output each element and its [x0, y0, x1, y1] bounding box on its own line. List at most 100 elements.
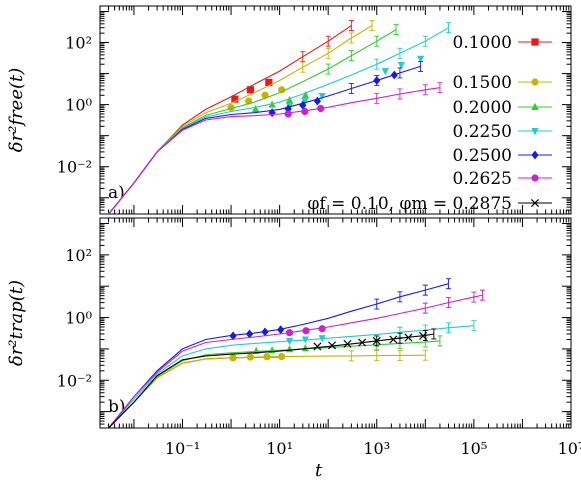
- series-line-0.1500: [108, 25, 373, 214]
- y-tick-label: 10⁻²: [57, 158, 92, 177]
- data-point-0.2625: [301, 107, 309, 116]
- data-point-0.2250: [318, 92, 326, 101]
- error-bar: [397, 88, 403, 100]
- error-bar: [445, 22, 451, 34]
- data-point-0.2625: [302, 327, 310, 335]
- error-bar: [397, 67, 403, 79]
- error-bar: [348, 32, 354, 44]
- panel-label: a): [108, 183, 125, 203]
- error-bar: [437, 82, 443, 94]
- y-axis-label: δr²trap(t): [6, 280, 27, 366]
- error-bar: [397, 47, 403, 59]
- data-point-0.1500: [229, 354, 237, 362]
- legend-label: 0.2000: [453, 98, 512, 118]
- error-bar: [393, 24, 399, 36]
- error-bar: [300, 51, 306, 63]
- legend-label: 0.2250: [453, 122, 512, 142]
- data-point-0.2875: [372, 336, 381, 345]
- data-point-0.2250: [301, 98, 309, 106]
- data-point-0.1500: [246, 353, 254, 361]
- x-tick-label: 10⁵: [460, 439, 487, 458]
- legend-label: 0.1500: [453, 73, 512, 93]
- error-bar: [422, 349, 428, 361]
- series-line-0.2625: [108, 87, 440, 214]
- error-bar: [418, 60, 424, 72]
- error-bar: [325, 47, 331, 59]
- error-bar: [348, 350, 354, 362]
- x-tick-label: 10¹: [266, 439, 293, 458]
- series-line-0.2625: [108, 294, 483, 428]
- x-tick-label: 10⁷: [558, 439, 581, 458]
- legend-marker: [531, 150, 539, 160]
- legend-marker: [531, 174, 539, 182]
- data-point-0.2500: [299, 100, 307, 110]
- data-point-0.2625: [284, 110, 292, 118]
- series-line-0.1000: [108, 356, 280, 428]
- legend: 0.1000 0.1500 0.2000 0.2250 0.2500 0.2625 φf =…: [308, 33, 552, 214]
- data-point-0.2625: [317, 104, 325, 113]
- error-bar: [325, 35, 331, 47]
- error-bar: [422, 35, 428, 47]
- data-point-0.1000: [246, 86, 254, 94]
- data-point-0.2875: [328, 341, 337, 350]
- data-point-0.2500: [229, 331, 237, 341]
- series-line-0.1000: [108, 25, 352, 214]
- data-point-0.2000: [301, 344, 310, 352]
- error-bar: [300, 61, 306, 73]
- data-point-0.2625: [285, 329, 294, 337]
- error-bar: [422, 302, 428, 314]
- data-point-0.1000: [231, 95, 239, 103]
- error-bar: [397, 291, 403, 303]
- error-bar: [479, 289, 485, 301]
- error-bar: [374, 58, 380, 70]
- x-tick-label: 10³: [363, 439, 390, 458]
- error-bar: [369, 20, 375, 32]
- data-point-0.2250: [285, 337, 294, 346]
- data-point-0.2500: [277, 325, 285, 335]
- y-tick-label: 10⁻²: [57, 371, 92, 390]
- data-point-0.2250: [417, 55, 425, 63]
- series-line-0.2250: [108, 27, 449, 214]
- error-bar: [422, 284, 428, 296]
- data-point-0.2000: [251, 104, 260, 113]
- legend-label: 0.2625: [453, 169, 512, 189]
- data-point-0.2250: [301, 336, 310, 344]
- error-bar: [445, 278, 451, 290]
- data-point-0.1500: [263, 353, 271, 361]
- x-axis-label: t: [315, 460, 323, 480]
- panel-a: 10⁻² 10⁰ 10² δr²free(t) a): [6, 5, 572, 215]
- data-point-0.2500: [390, 70, 398, 80]
- y-tick-label: 10²: [65, 246, 92, 265]
- data-point-0.2500: [313, 96, 322, 106]
- data-point-0.1500: [278, 352, 286, 361]
- error-bar: [431, 328, 437, 340]
- plot-frame: [99, 217, 572, 429]
- error-bar: [471, 291, 477, 303]
- legend-label: φf = 0.10, φm = 0.2875: [308, 194, 512, 214]
- data-point-0.2500: [373, 76, 381, 85]
- data-point-0.1000: [265, 78, 273, 86]
- series-line-0.2000: [108, 340, 440, 428]
- error-bar: [348, 50, 354, 62]
- legend-marker: [531, 102, 539, 110]
- data-point-0.2000: [285, 95, 294, 104]
- data-point-0.2875: [389, 335, 398, 344]
- series-line-0.2000: [108, 29, 397, 214]
- data-point-0.2500: [245, 329, 254, 339]
- error-bar: [445, 297, 451, 309]
- error-bar: [374, 298, 380, 310]
- data-point-0.2250: [318, 335, 326, 343]
- legend-marker: [531, 78, 539, 86]
- error-bar: [445, 322, 451, 334]
- y-tick-label: 10²: [65, 34, 92, 53]
- legend-marker: [530, 198, 540, 208]
- data-point-0.2625: [318, 325, 326, 333]
- data-point-0.2875: [358, 338, 367, 347]
- error-bar: [374, 35, 380, 47]
- y-axis-label: δr²free(t): [6, 68, 27, 153]
- data-point-0.2875: [343, 339, 352, 348]
- error-bar: [471, 320, 477, 332]
- data-point-0.2250: [397, 61, 405, 70]
